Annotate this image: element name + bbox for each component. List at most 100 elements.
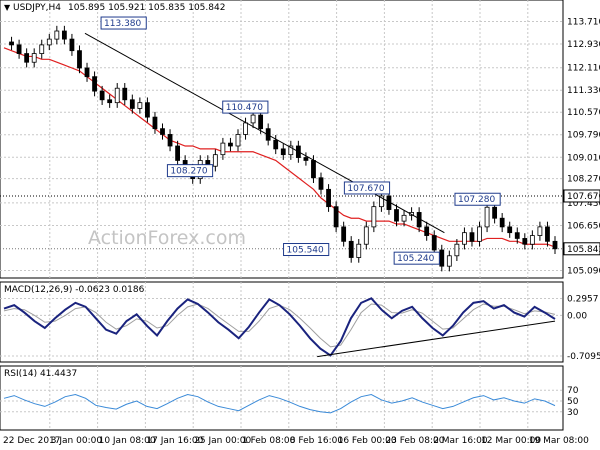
candle-body [220,142,226,156]
candle-body [107,99,113,104]
trendlines [84,32,445,234]
current-price-tag [563,242,600,256]
price-tick-label: 107.430 [567,199,600,209]
macd-tick-label: 0.00 [567,311,587,321]
candle-body [167,134,173,147]
candle-body [137,102,143,109]
callout-box [166,164,214,178]
macd-title: MACD(12,26,9) -0.0623 0.0186 [4,285,145,295]
callout-box [343,181,391,195]
candle-body [484,206,490,228]
candle-body [69,38,75,52]
callout-label: 110.470 [226,103,263,113]
candle-body [99,90,105,101]
candle-body [446,255,452,267]
x-tick-label: 3 Jan 00:00 [51,436,103,446]
candle-body [529,235,535,245]
level-price-label: 107.670 [567,192,600,202]
candle-body [477,226,482,242]
price-tick-label: 109.790 [567,131,600,141]
candles [9,25,558,272]
callout-box [454,192,501,206]
candle-body [326,188,331,208]
candle-body [9,41,14,46]
price-tick-label: 109.010 [567,153,600,163]
candle-body [522,238,528,245]
macd-pane [0,281,564,363]
x-tick-label: 19 Mar 08:00 [529,436,589,446]
candle-body [348,240,354,258]
macd-tick-label: 0.2957 [567,295,599,305]
x-tick-label: 22 Dec 2017 [3,436,61,446]
rsi-title: RSI(14) 41.4437 [4,369,77,379]
candle-body [469,232,475,242]
rsi-polyline [3,393,556,414]
candle-body [356,243,362,258]
x-tick-label: 16 Feb 00:00 [338,436,397,446]
rsi-tick-label: 50 [567,397,579,407]
candle-body [507,226,513,234]
price-tick-label: 113.710 [567,17,600,27]
watermark: ActionForex.com [88,227,246,249]
callout-label: 108.270 [170,167,207,177]
candle-body [160,128,165,135]
rsi-tick-label: 30 [567,408,579,418]
candle-body [514,232,520,239]
candle-body [212,154,218,167]
x-tick-label: 23 Feb 08:00 [385,436,444,446]
candle-body [394,209,399,222]
candle-body [243,122,248,135]
candle-body [499,217,505,228]
triangle-down-icon: ▼ [4,3,11,12]
candle-body [122,87,128,101]
x-tick-label: 25 Jan 00:00 [194,436,251,446]
candle-body [454,243,460,257]
price-tick-label: 112.930 [567,40,600,50]
x-tick-label: 17 Jan 16:00 [146,436,203,446]
x-tick-label: 12 Mar 00:00 [481,436,541,446]
rsi-tick-label: 70 [567,386,579,396]
x-tick-label: 1 Feb 08:00 [242,436,296,446]
candle-body [552,240,558,250]
candle-body [545,226,550,242]
callout-label: 105.240 [397,254,434,264]
candle-body [431,235,437,251]
rsi-pane [0,365,564,431]
price-tick-label: 105.090 [567,267,600,277]
callout-label: 113.380 [104,19,141,29]
candle-body [228,142,233,147]
candle-body [537,226,543,236]
candle-body [273,139,279,150]
callout-box [283,243,330,257]
candle-body [145,102,150,118]
level-price-tag [563,189,600,203]
callout-label: 105.540 [287,246,324,256]
price-pane [0,0,564,279]
candle-body [280,148,286,156]
macd-trendline [317,320,556,358]
candle-body [92,76,97,92]
candle-body [31,53,37,63]
price-tick-label: 110.570 [567,108,600,118]
candle-body [61,30,67,40]
callout-box [100,16,147,30]
candle-body [424,226,430,236]
candle-body [54,30,60,40]
callout-label: 107.670 [347,184,384,194]
candle-body [318,177,324,190]
candle-body [39,44,45,54]
candle-body [152,116,158,130]
price-annotations: 113.380 110.470 108.270 107.670 107.280 105.5… [100,16,501,265]
candle-body [492,206,498,219]
x-tick-label: 8 Feb 16:00 [290,436,344,446]
price-tick-label: 108.270 [567,175,600,185]
macd-lines [3,297,556,358]
callout-box [222,100,269,114]
candle-body [333,206,339,228]
candle-body [24,53,30,63]
candle-body [378,195,384,208]
x-tick-label: 2 Mar 16:00 [433,436,488,446]
candle-body [235,134,241,147]
callout-box [393,251,440,265]
